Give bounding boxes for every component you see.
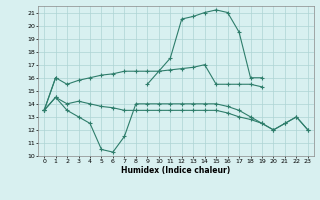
- X-axis label: Humidex (Indice chaleur): Humidex (Indice chaleur): [121, 166, 231, 175]
